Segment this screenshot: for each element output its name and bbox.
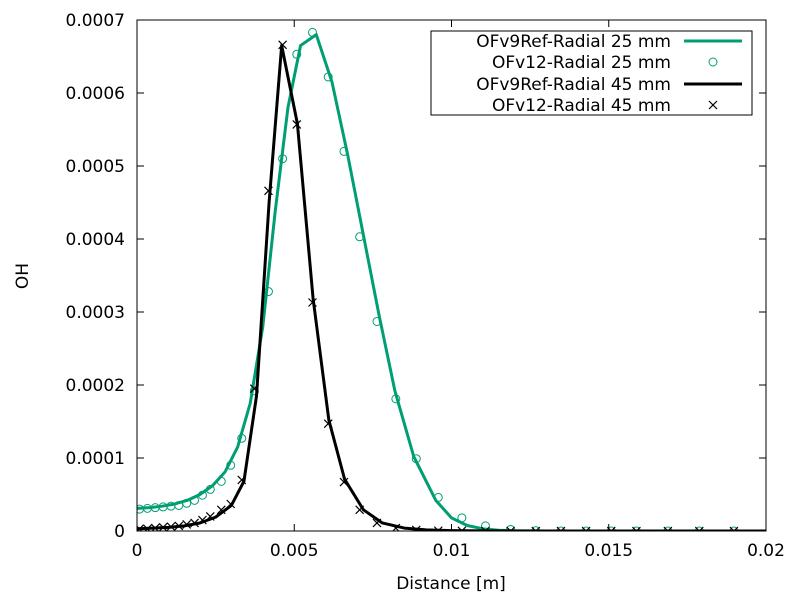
x-marker xyxy=(264,186,273,196)
circle-marker xyxy=(226,460,236,470)
x-tick-label: 0.02 xyxy=(747,541,785,561)
x-marker xyxy=(632,526,641,531)
x-marker xyxy=(308,298,317,307)
y-tick-label: 0.0003 xyxy=(66,303,125,323)
circle-marker xyxy=(278,154,288,164)
circle-marker xyxy=(182,498,192,508)
circle-marker xyxy=(216,476,226,486)
x-marker xyxy=(190,518,199,528)
x-tick-label: 0 xyxy=(132,541,143,561)
circle-marker xyxy=(581,526,591,531)
y-tick-label: 0.0002 xyxy=(66,376,125,396)
x-marker xyxy=(694,526,704,531)
circle-marker xyxy=(323,72,333,82)
circle-marker xyxy=(411,454,421,464)
circle-marker xyxy=(391,394,401,404)
x-tick-label: 0.005 xyxy=(270,541,319,561)
circle-marker xyxy=(237,433,247,443)
x-axis-title: Distance [m] xyxy=(396,574,506,594)
x-marker xyxy=(556,526,566,531)
x-marker xyxy=(205,511,215,521)
x-marker xyxy=(292,119,302,129)
y-tick-label: 0.0007 xyxy=(66,11,125,31)
x-marker xyxy=(142,524,152,531)
x-marker xyxy=(339,477,349,487)
circle-marker xyxy=(694,526,704,531)
x-marker xyxy=(531,526,541,531)
y-tick-label: 0.0001 xyxy=(66,449,125,469)
x-marker xyxy=(137,524,144,531)
circle-marker xyxy=(339,146,349,156)
y-tick-label: 0.0006 xyxy=(66,84,125,104)
x-marker xyxy=(216,505,226,515)
circle-marker xyxy=(729,526,739,531)
legend-label-1: OFv12-Radial 25 mm xyxy=(492,53,671,73)
x-marker xyxy=(166,522,176,531)
x-tick-label: 0.01 xyxy=(433,541,471,561)
x-marker xyxy=(174,521,184,531)
legend-box xyxy=(430,30,753,116)
x-marker xyxy=(355,505,365,515)
x-marker xyxy=(249,384,259,394)
circle-marker xyxy=(606,526,616,531)
circle-marker xyxy=(355,232,365,242)
ticks-layer xyxy=(136,19,767,532)
x-marker xyxy=(197,515,207,525)
circle-marker xyxy=(372,316,382,326)
x-marker xyxy=(182,520,192,529)
legend-label-2: OFv9Ref-Radial 45 mm xyxy=(476,75,671,95)
x-marker xyxy=(372,518,382,528)
y-tick-label: 0.0005 xyxy=(66,157,125,177)
x-marker xyxy=(226,499,236,509)
circle-marker xyxy=(197,490,207,500)
x-marker xyxy=(729,526,739,531)
y-axis-title: OH xyxy=(13,263,33,289)
x-marker xyxy=(663,526,673,531)
circle-marker xyxy=(307,27,317,37)
x-tick-label: 0.015 xyxy=(584,541,633,561)
x-marker xyxy=(506,526,516,531)
x-marker xyxy=(323,419,333,429)
circle-marker xyxy=(433,492,443,502)
x-marker xyxy=(581,526,591,531)
legend-label-0: OFv9Ref-Radial 25 mm xyxy=(476,32,671,52)
legend: OFv9Ref-Radial 25 mm OFv12-Radial 25 mm … xyxy=(430,30,753,116)
circle-marker xyxy=(457,513,467,523)
circle-marker xyxy=(205,484,215,494)
x-marker xyxy=(411,525,421,531)
legend-circle-marker xyxy=(708,57,718,67)
x-marker xyxy=(237,475,247,485)
circle-marker xyxy=(631,526,641,531)
legend-x-marker xyxy=(708,100,718,110)
y-tick-label: 0 xyxy=(114,522,125,542)
x-marker xyxy=(481,526,490,531)
circle-marker xyxy=(556,526,566,531)
x-marker xyxy=(158,522,168,531)
circle-marker xyxy=(663,526,673,531)
x-marker xyxy=(278,40,288,50)
circle-marker xyxy=(292,49,302,59)
tick-labels-layer: 0 0.005 0.01 0.015 0.02 0 0.0001 0.0002 0.0003 0.… xyxy=(66,11,785,561)
y-tick-label: 0.0004 xyxy=(66,230,125,250)
legend-label-3: OFv12-Radial 45 mm xyxy=(492,96,671,116)
circle-marker xyxy=(190,495,200,505)
